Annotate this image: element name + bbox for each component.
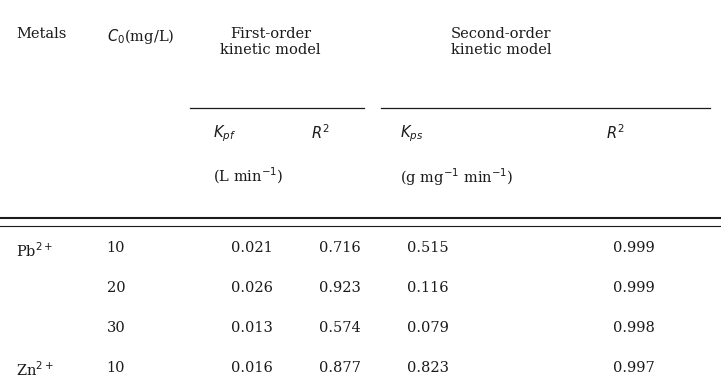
Text: 0.823: 0.823	[407, 361, 449, 374]
Text: $K_{pf}$: $K_{pf}$	[213, 124, 236, 144]
Text: 20: 20	[107, 281, 125, 295]
Text: 0.116: 0.116	[407, 281, 449, 295]
Text: (L min$^{-1}$): (L min$^{-1}$)	[213, 166, 283, 186]
Text: First-order
kinetic model: First-order kinetic model	[220, 27, 321, 57]
Text: $C_0$(mg/L): $C_0$(mg/L)	[107, 27, 174, 46]
Text: 0.923: 0.923	[319, 281, 360, 295]
Text: 0.016: 0.016	[231, 361, 273, 374]
Text: 30: 30	[107, 321, 125, 335]
Text: $K_{ps}$: $K_{ps}$	[400, 124, 423, 144]
Text: 0.026: 0.026	[231, 281, 273, 295]
Text: 0.998: 0.998	[613, 321, 655, 335]
Text: 10: 10	[107, 361, 125, 374]
Text: Pb$^{2+}$: Pb$^{2+}$	[16, 241, 53, 260]
Text: $R^2$: $R^2$	[311, 124, 330, 142]
Text: 0.021: 0.021	[231, 241, 273, 255]
Text: 0.515: 0.515	[407, 241, 449, 255]
Text: Metals: Metals	[16, 27, 66, 41]
Text: Second-order
kinetic model: Second-order kinetic model	[451, 27, 552, 57]
Text: 0.999: 0.999	[613, 281, 655, 295]
Text: 0.574: 0.574	[319, 321, 360, 335]
Text: 0.877: 0.877	[319, 361, 360, 374]
Text: 0.716: 0.716	[319, 241, 360, 255]
Text: 0.999: 0.999	[613, 241, 655, 255]
Text: 0.997: 0.997	[613, 361, 655, 374]
Text: 0.079: 0.079	[407, 321, 449, 335]
Text: 10: 10	[107, 241, 125, 255]
Text: $R^2$: $R^2$	[606, 124, 624, 142]
Text: (g mg$^{-1}$ min$^{-1}$): (g mg$^{-1}$ min$^{-1}$)	[400, 166, 514, 188]
Text: Zn$^{2+}$: Zn$^{2+}$	[16, 361, 53, 379]
Text: 0.013: 0.013	[231, 321, 273, 335]
